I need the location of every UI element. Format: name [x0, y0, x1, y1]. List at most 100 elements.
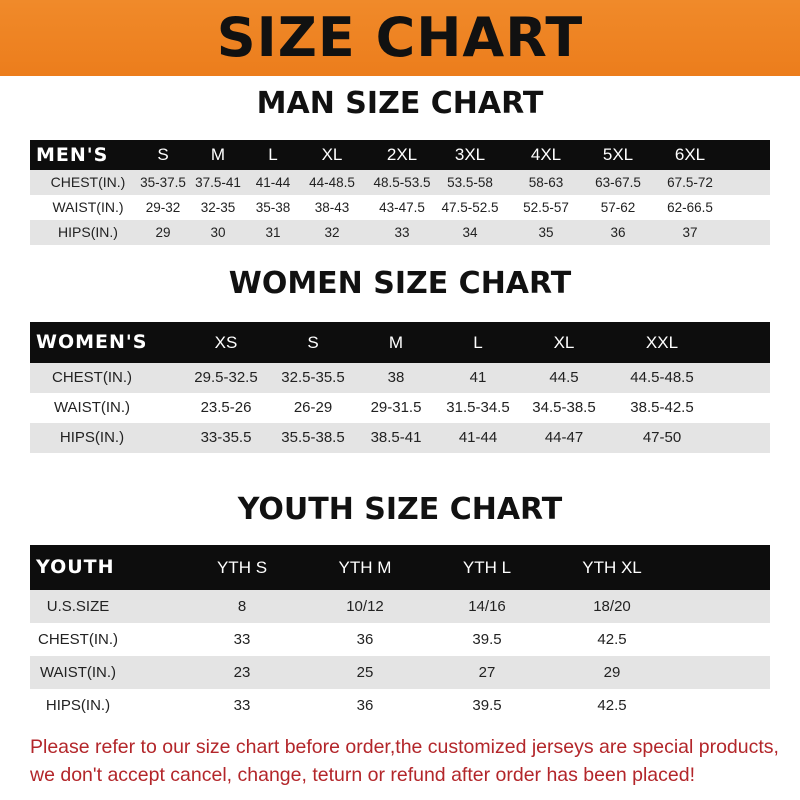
size-value-cell: 37.5-41 — [195, 175, 241, 190]
size-value-cell: 32-35 — [200, 200, 236, 215]
size-value-cell: 23.5-26 — [200, 399, 252, 416]
size-header-cell: YTH M — [338, 558, 392, 577]
youth-table-row: HIPS(IN.) 33 36 39.5 42.5 — [30, 689, 770, 722]
size-value-cell: 42.5 — [597, 697, 627, 714]
size-value-cell: 33-35.5 — [200, 429, 252, 446]
order-notice: Please refer to our size chart before or… — [30, 736, 779, 786]
men-size-table: MEN'S S M L XL 2XL 3XL 4XL 5XL 6XL CHEST(IN.) 35-37… — [30, 140, 770, 245]
size-header-cell: 5XL — [602, 145, 634, 164]
table-title-cell: MEN'S — [36, 144, 109, 166]
size-header-cell: 3XL — [454, 145, 486, 164]
size-value-cell: 32.5-35.5 — [281, 369, 345, 386]
size-value-cell: 29-32 — [145, 200, 181, 215]
size-value-cell: 48.5-53.5 — [373, 175, 431, 190]
size-header-cell: XXL — [645, 333, 679, 352]
size-value-cell: 43-47.5 — [379, 200, 425, 215]
youth-title: YOUTH SIZE CHART — [237, 492, 563, 527]
measurement-label: WAIST(IN.) — [39, 664, 117, 681]
women-header-row: WOMEN'S XS S M L XL XXL — [30, 322, 770, 363]
youth-header-row: YOUTH YTH S YTH M YTH L YTH XL — [30, 545, 770, 590]
size-value-cell: 29-31.5 — [370, 399, 422, 416]
size-value-cell: 38-43 — [314, 200, 350, 215]
size-value-cell: 36 — [356, 697, 374, 714]
size-value-cell: 36 — [610, 225, 626, 240]
size-value-cell: 31 — [265, 225, 281, 240]
size-value-cell: 10/12 — [346, 598, 384, 615]
men-title: MAN SIZE CHART — [256, 86, 544, 121]
size-value-cell: 27 — [478, 664, 496, 681]
size-value-cell: 67.5-72 — [667, 175, 713, 190]
women-size-table: WOMEN'S XS S M L XL XXL CHEST(IN.) 29.5-32.5 32.5… — [30, 322, 770, 453]
women-table-row: WAIST(IN.) 23.5-26 26-29 29-31.5 31.5-34.5 34… — [30, 393, 770, 423]
size-value-cell: 44.5-48.5 — [630, 369, 694, 386]
size-value-cell: 32 — [324, 225, 340, 240]
size-value-cell: 41 — [469, 369, 487, 386]
size-value-cell: 47.5-52.5 — [441, 200, 499, 215]
size-value-cell: 33 — [233, 697, 251, 714]
size-value-cell: 29 — [155, 225, 171, 240]
measurement-label: CHEST(IN.) — [50, 174, 126, 190]
size-value-cell: 18/20 — [593, 598, 631, 615]
size-value-cell: 52.5-57 — [523, 200, 569, 215]
size-header-cell: M — [210, 145, 226, 164]
size-value-cell: 47-50 — [642, 429, 682, 446]
women-table-row: CHEST(IN.) 29.5-32.5 32.5-35.5 38 41 44.5 44.5… — [30, 363, 770, 393]
banner-title: SIZE CHART — [216, 6, 584, 69]
size-value-cell: 57-62 — [600, 200, 636, 215]
size-header-cell: S — [157, 145, 169, 164]
size-value-cell: 26-29 — [293, 399, 333, 416]
size-value-cell: 62-66.5 — [667, 200, 713, 215]
size-value-cell: 44.5 — [549, 369, 579, 386]
size-value-cell: 33 — [233, 631, 251, 648]
size-value-cell: 23 — [233, 664, 251, 681]
size-header-cell: 4XL — [530, 145, 562, 164]
men-table-row: CHEST(IN.) 35-37.5 37.5-41 41-44 44-48.5 48.5… — [30, 170, 770, 195]
size-value-cell: 31.5-34.5 — [446, 399, 510, 416]
size-value-cell: 35 — [538, 225, 554, 240]
size-value-cell: 44-47 — [544, 429, 584, 446]
size-value-cell: 58-63 — [528, 175, 564, 190]
size-value-cell: 39.5 — [472, 697, 502, 714]
size-value-cell: 29.5-32.5 — [194, 369, 258, 386]
table-title-cell: YOUTH — [36, 556, 115, 578]
size-header-cell: M — [388, 333, 404, 352]
size-value-cell: 34.5-38.5 — [532, 399, 596, 416]
size-value-cell: 35.5-38.5 — [281, 429, 345, 446]
size-value-cell: 44-48.5 — [309, 175, 355, 190]
women-title: WOMEN SIZE CHART — [228, 266, 572, 301]
measurement-label: WAIST(IN.) — [53, 399, 131, 416]
youth-size-table: YOUTH YTH S YTH M YTH L YTH XL U.S.SIZE 8 10/12… — [30, 545, 770, 722]
men-table-row: HIPS(IN.) 29 30 31 32 33 34 35 36 37 — [30, 220, 770, 245]
men-header-row: MEN'S S M L XL 2XL 3XL 4XL 5XL 6XL — [30, 140, 770, 170]
size-value-cell: 39.5 — [472, 631, 502, 648]
size-value-cell: 35-37.5 — [140, 175, 186, 190]
size-value-cell: 53.5-58 — [447, 175, 493, 190]
size-value-cell: 42.5 — [597, 631, 627, 648]
size-value-cell: 36 — [356, 631, 374, 648]
size-header-cell: YTH XL — [582, 558, 642, 577]
size-value-cell: 33 — [394, 225, 410, 240]
size-header-cell: S — [307, 333, 319, 352]
measurement-label: WAIST(IN.) — [52, 199, 124, 215]
size-value-cell: 41-44 — [458, 429, 498, 446]
table-title-cell: WOMEN'S — [36, 331, 148, 353]
youth-table-row: U.S.SIZE 8 10/12 14/16 18/20 — [30, 590, 770, 623]
women-table-row: HIPS(IN.) 33-35.5 35.5-38.5 38.5-41 41-44 44-… — [30, 423, 770, 453]
measurement-label: U.S.SIZE — [46, 598, 110, 615]
size-header-cell: XS — [214, 333, 238, 352]
size-header-cell: L — [473, 333, 483, 352]
size-header-cell: YTH S — [216, 558, 268, 577]
size-header-cell: 6XL — [674, 145, 706, 164]
size-value-cell: 38.5-41 — [370, 429, 422, 446]
size-value-cell: 37 — [682, 225, 698, 240]
size-value-cell: 35-38 — [255, 200, 291, 215]
size-value-cell: 14/16 — [468, 598, 506, 615]
size-value-cell: 41-44 — [255, 175, 291, 190]
size-header-cell: L — [268, 145, 278, 164]
size-value-cell: 29 — [603, 664, 621, 681]
measurement-label: HIPS(IN.) — [45, 697, 111, 714]
size-chart-banner: SIZE CHART — [0, 0, 800, 76]
youth-table-row: CHEST(IN.) 33 36 39.5 42.5 — [30, 623, 770, 656]
size-value-cell: 63-67.5 — [595, 175, 641, 190]
measurement-label: CHEST(IN.) — [38, 631, 118, 648]
